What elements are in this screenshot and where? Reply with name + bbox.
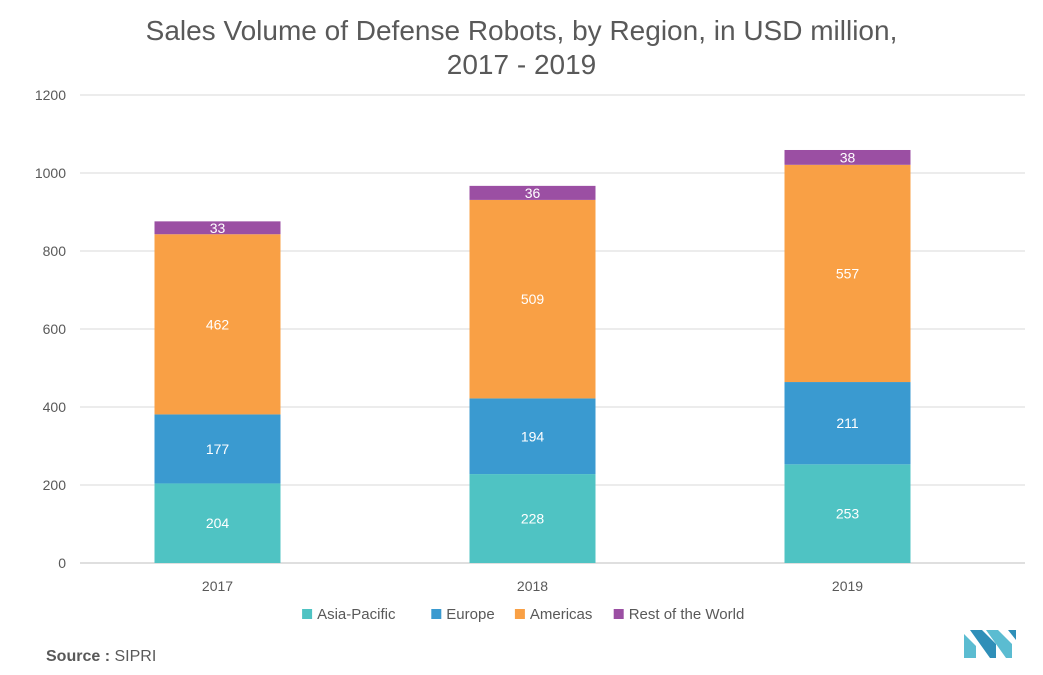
bar-segment bbox=[469, 185, 596, 200]
data-label: 36 bbox=[525, 185, 541, 201]
legend-swatch bbox=[514, 609, 525, 619]
x-tick-label: 2018 bbox=[517, 578, 548, 594]
bars bbox=[154, 149, 911, 563]
data-label: 509 bbox=[521, 291, 545, 307]
data-label: 253 bbox=[836, 506, 860, 522]
bar-segment bbox=[784, 382, 911, 465]
legend-swatch bbox=[431, 609, 442, 619]
data-label: 557 bbox=[836, 265, 860, 281]
x-tick-label: 2017 bbox=[202, 578, 233, 594]
chart-title-line1: Sales Volume of Defense Robots, by Regio… bbox=[145, 15, 898, 46]
bar-segment bbox=[154, 414, 281, 484]
y-tick-label: 400 bbox=[43, 399, 67, 415]
y-tick-label: 0 bbox=[58, 555, 66, 571]
y-tick-label: 1000 bbox=[35, 165, 66, 181]
legend-label: Americas bbox=[530, 606, 593, 623]
bar-segment bbox=[469, 474, 596, 563]
bar-segment bbox=[784, 149, 911, 165]
chart-title: Sales Volume of Defense Robots, by Regio… bbox=[0, 14, 1043, 82]
y-tick-label: 200 bbox=[43, 477, 67, 493]
bar-segment bbox=[469, 199, 596, 399]
data-label: 211 bbox=[836, 415, 859, 431]
data-label: 194 bbox=[521, 428, 545, 444]
data-label: 177 bbox=[206, 441, 230, 457]
bar-segment bbox=[784, 164, 911, 383]
data-labels: 204 177 462 33 228 194 509 36 253 211 557 38 bbox=[206, 149, 860, 531]
data-label: 462 bbox=[206, 316, 230, 332]
data-label: 228 bbox=[521, 511, 545, 527]
source-value: SIPRI bbox=[114, 648, 157, 665]
legend-label: Asia-Pacific bbox=[317, 606, 396, 623]
bar-segment bbox=[469, 398, 596, 475]
y-tick-label: 800 bbox=[43, 243, 67, 259]
y-tick-label: 1200 bbox=[35, 87, 66, 103]
x-axis-ticks: 2017 2018 2019 bbox=[202, 578, 863, 594]
y-axis-ticks: 0 200 400 600 800 1000 1200 bbox=[35, 87, 66, 571]
chart-title-line2: 2017 - 2019 bbox=[446, 49, 597, 80]
data-label: 33 bbox=[210, 220, 226, 236]
data-label: 38 bbox=[840, 149, 856, 165]
bar-segment bbox=[154, 221, 281, 235]
legend-swatch bbox=[302, 609, 313, 619]
mordor-logo-icon bbox=[964, 630, 1016, 658]
legend-swatch bbox=[613, 609, 624, 619]
bar-segment bbox=[784, 464, 911, 563]
y-tick-label: 600 bbox=[43, 321, 67, 337]
source-label: Source : bbox=[46, 648, 111, 665]
x-tick-label: 2019 bbox=[832, 578, 863, 594]
source-note: Source : SIPRI bbox=[46, 648, 156, 666]
data-label: 204 bbox=[206, 515, 230, 531]
legend: Asia-Pacific Europe Americas Rest of the Wo… bbox=[302, 606, 744, 623]
bar-segment bbox=[154, 483, 281, 563]
legend-label: Rest of the World bbox=[629, 606, 745, 623]
bar-segment bbox=[154, 234, 281, 415]
legend-label: Europe bbox=[446, 606, 494, 623]
